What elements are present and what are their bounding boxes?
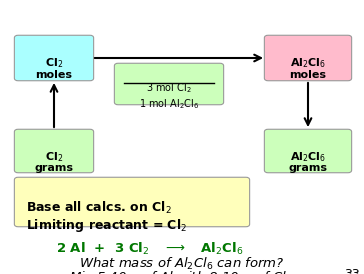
Text: Mix 5.40 g of Al with 8.10 g of Cl$_2$.: Mix 5.40 g of Al with 8.10 g of Cl$_2$. bbox=[68, 269, 296, 274]
Text: moles: moles bbox=[289, 70, 327, 80]
FancyBboxPatch shape bbox=[264, 129, 352, 173]
Text: Limiting reactant = Cl$_2$: Limiting reactant = Cl$_2$ bbox=[26, 217, 187, 234]
Text: moles: moles bbox=[36, 70, 72, 80]
Text: Cl$_2$: Cl$_2$ bbox=[45, 150, 63, 164]
Text: Al$_2$Cl$_6$: Al$_2$Cl$_6$ bbox=[290, 56, 326, 70]
Text: 1 mol Al$_2$Cl$_6$: 1 mol Al$_2$Cl$_6$ bbox=[139, 97, 199, 111]
Text: grams: grams bbox=[35, 163, 74, 173]
FancyBboxPatch shape bbox=[264, 35, 352, 81]
FancyBboxPatch shape bbox=[14, 35, 94, 81]
Text: grams: grams bbox=[289, 163, 328, 173]
Text: Cl$_2$: Cl$_2$ bbox=[45, 56, 63, 70]
FancyBboxPatch shape bbox=[14, 129, 94, 173]
Text: What mass of Al$_2$Cl$_6$ can form?: What mass of Al$_2$Cl$_6$ can form? bbox=[79, 256, 285, 272]
Text: 3 mol Cl$_2$: 3 mol Cl$_2$ bbox=[146, 81, 192, 95]
FancyBboxPatch shape bbox=[14, 177, 250, 227]
Text: 2 Al  +  3 Cl$_2$   $\longrightarrow$   Al$_2$Cl$_6$: 2 Al + 3 Cl$_2$ $\longrightarrow$ Al$_2$… bbox=[56, 241, 244, 257]
Text: Al$_2$Cl$_6$: Al$_2$Cl$_6$ bbox=[290, 150, 326, 164]
Text: Base all calcs. on Cl$_2$: Base all calcs. on Cl$_2$ bbox=[26, 200, 172, 216]
Text: 33: 33 bbox=[344, 268, 360, 274]
FancyBboxPatch shape bbox=[114, 63, 223, 105]
